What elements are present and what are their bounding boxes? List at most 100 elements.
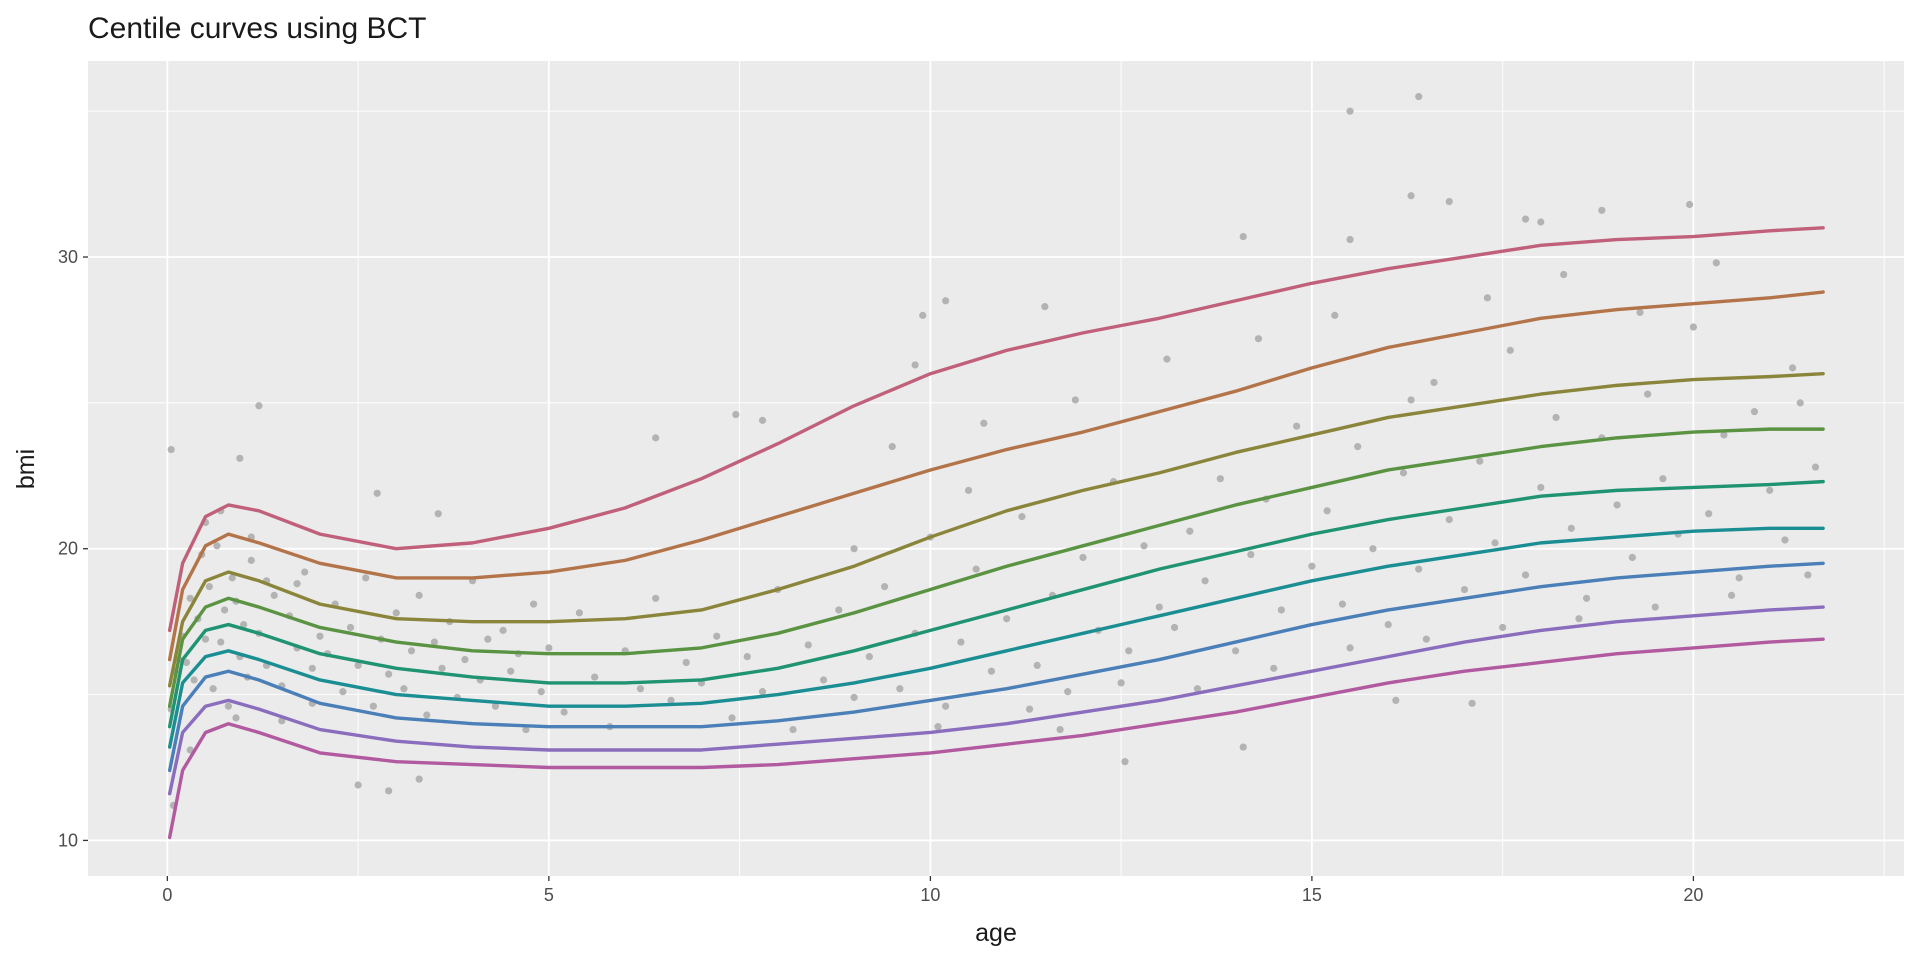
centile-curve (167, 372, 1825, 688)
data-point (1521, 571, 1530, 579)
data-point (1651, 603, 1659, 611)
data-point (1121, 758, 1129, 766)
data-point (888, 443, 896, 451)
data-point (934, 723, 942, 731)
data-point (1727, 591, 1736, 599)
centile-curve (167, 290, 1825, 662)
data-point (545, 644, 553, 652)
data-point (1025, 705, 1034, 713)
data-point (1193, 685, 1202, 693)
data-point (1720, 431, 1728, 439)
data-point (652, 594, 660, 602)
data-point (1430, 378, 1438, 387)
centile-curve (167, 479, 1825, 729)
data-point (1346, 644, 1354, 652)
data-point (1460, 585, 1469, 594)
panel-background (88, 61, 1904, 876)
data-point (434, 510, 442, 518)
data-point (732, 410, 740, 419)
data-point (1422, 635, 1430, 643)
data-point (1705, 510, 1713, 518)
data-point (236, 454, 244, 462)
data-point (1384, 620, 1392, 629)
data-point (1254, 335, 1263, 343)
data-point (213, 542, 221, 550)
data-point (484, 635, 492, 643)
data-point (591, 673, 599, 681)
data-point (1613, 501, 1621, 509)
data-point (1270, 664, 1278, 672)
data-point (373, 489, 381, 497)
data-point (220, 606, 229, 614)
data-point (255, 402, 263, 410)
data-point (1331, 311, 1339, 319)
data-point (1354, 443, 1362, 451)
y-axis-label: bmi (12, 449, 40, 489)
data-point (1689, 323, 1698, 331)
data-point (461, 655, 469, 664)
data-point (713, 632, 721, 640)
data-point (1346, 235, 1354, 244)
data-point (835, 606, 843, 614)
data-point (804, 641, 812, 649)
data-point (1811, 463, 1820, 471)
centile-curve (167, 526, 1825, 749)
data-point (228, 574, 236, 582)
data-point (1644, 390, 1652, 398)
data-point (1216, 475, 1224, 483)
data-point (1575, 615, 1583, 623)
data-point (1079, 553, 1087, 562)
data-point (1628, 553, 1636, 562)
data-point (987, 667, 996, 675)
data-point (1201, 577, 1209, 585)
data-point (209, 685, 217, 693)
data-point (919, 311, 927, 319)
data-point (491, 702, 500, 710)
x-tick-label: 5 (544, 885, 554, 905)
centile-curve (167, 637, 1825, 840)
data-point (728, 714, 736, 722)
data-point (1735, 574, 1743, 582)
data-point (1445, 197, 1453, 206)
data-point (1125, 647, 1133, 655)
data-point (385, 670, 393, 678)
data-point (362, 574, 370, 582)
centile-curve (167, 561, 1825, 773)
data-point (415, 591, 423, 599)
data-point (1445, 515, 1453, 524)
data-point (1155, 603, 1163, 611)
data-point (758, 688, 767, 696)
data-point (1247, 550, 1255, 559)
data-point (1407, 396, 1415, 404)
data-point (270, 591, 278, 599)
data-point (942, 297, 950, 305)
x-axis-label: age (975, 919, 1017, 947)
marks (167, 92, 1825, 840)
data-point (1407, 192, 1415, 200)
data-point (1788, 364, 1797, 372)
y-tick-label: 20 (58, 539, 78, 559)
data-point (186, 594, 194, 602)
data-point (1239, 743, 1247, 751)
centile-curve (167, 605, 1825, 796)
data-point (423, 711, 431, 719)
data-point (1170, 623, 1179, 632)
data-point (850, 693, 858, 702)
data-point (1567, 524, 1575, 532)
data-point (1781, 536, 1789, 544)
data-point (896, 685, 904, 693)
data-point (1323, 507, 1331, 515)
data-point (507, 667, 515, 675)
data-point (369, 702, 377, 710)
x-tick-label: 10 (920, 885, 940, 905)
data-point (1537, 218, 1545, 226)
data-point (560, 708, 568, 716)
centile-curve (167, 226, 1825, 633)
data-point (789, 725, 797, 734)
data-point (575, 609, 583, 617)
data-point (167, 445, 175, 454)
data-point (522, 725, 530, 734)
x-tick-label: 15 (1302, 885, 1322, 905)
